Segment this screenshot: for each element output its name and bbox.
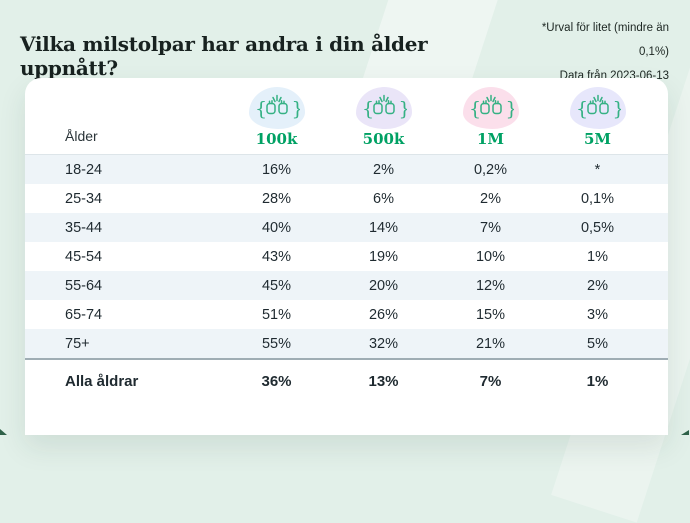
age-cell: 25-34	[65, 190, 103, 207]
page-header: Vilka milstolpar har andra i din ålder u…	[20, 16, 669, 88]
value-cell: 55%	[261, 335, 292, 352]
value-cell: 26%	[368, 306, 399, 323]
column-label-1m: 1M	[476, 130, 505, 148]
table-row: 25-34 28% 6% 2% 0,1%	[25, 184, 668, 213]
value-cell: 2%	[587, 277, 608, 294]
column-header-100k: { } 100k	[223, 87, 330, 154]
table-row: 35-44 40% 14% 7% 0,5%	[25, 213, 668, 242]
value-cell: 43%	[261, 248, 292, 265]
footnote-sample-size: *Urval för litet (mindre än 0,1%)	[541, 22, 669, 58]
value-cell: *	[594, 161, 601, 178]
table-row: 18-24 16% 2% 0,2% *	[25, 155, 668, 184]
value-cell: 2%	[373, 161, 394, 178]
table-row: 45-54 43% 19% 10% 1%	[25, 242, 668, 271]
value-cell: 10%	[475, 248, 506, 265]
value-cell: 15%	[475, 306, 506, 323]
value-cell: 0,2%	[473, 161, 508, 178]
cloud-badge: { }	[458, 87, 519, 129]
age-cell: 65-74	[65, 306, 103, 323]
column-label-100k: 100k	[255, 130, 298, 148]
value-cell: 12%	[475, 277, 506, 294]
cloud-badge: { }	[244, 87, 305, 129]
value-cell: 7%	[480, 219, 501, 236]
table-header-row: Ålder { } 100k	[25, 78, 668, 155]
value-cell: 0,5%	[580, 219, 615, 236]
raising-hands-icon: { }	[576, 94, 621, 120]
value-cell-total: 36%	[261, 372, 292, 390]
value-cell: 5%	[587, 335, 608, 352]
svg-text:{: {	[469, 98, 481, 120]
column-label-500k: 500k	[362, 130, 405, 148]
svg-text:{: {	[362, 98, 374, 120]
svg-text:}: }	[612, 98, 621, 120]
age-cell: 45-54	[65, 248, 103, 265]
value-cell: 45%	[261, 277, 292, 294]
svg-text:}: }	[505, 98, 514, 120]
raising-hands-icon: { }	[362, 94, 407, 120]
milestones-table-card: Ålder { } 100k	[25, 78, 668, 435]
value-cell-total: 7%	[479, 372, 502, 390]
value-cell: 28%	[261, 190, 292, 207]
age-cell-total: Alla åldrar	[65, 372, 139, 390]
value-cell: 14%	[368, 219, 399, 236]
value-cell-total: 13%	[368, 372, 399, 390]
cloud-badge: { }	[565, 87, 626, 129]
value-cell: 16%	[261, 161, 292, 178]
value-cell: 1%	[587, 248, 608, 265]
svg-text:{: {	[576, 98, 588, 120]
value-cell: 0,1%	[580, 190, 615, 207]
value-cell: 40%	[261, 219, 292, 236]
table-row: 65-74 51% 26% 15% 3%	[25, 300, 668, 329]
column-header-1m: { } 1M	[437, 87, 544, 154]
page-title: Vilka milstolpar har andra i din ålder u…	[20, 32, 428, 80]
value-cell: 51%	[261, 306, 292, 323]
raising-hands-icon: { }	[469, 94, 514, 120]
corner-decoration	[0, 429, 7, 435]
value-cell: 2%	[480, 190, 501, 207]
value-cell: 32%	[368, 335, 399, 352]
age-cell: 75+	[65, 335, 90, 352]
value-cell: 20%	[368, 277, 399, 294]
age-column-header: Ålder	[65, 128, 98, 144]
value-cell-total: 1%	[586, 372, 609, 390]
age-cell: 35-44	[65, 219, 103, 236]
value-cell: 3%	[587, 306, 608, 323]
table-row: 55-64 45% 20% 12% 2%	[25, 271, 668, 300]
table-total-row: Alla åldrar 36% 13% 7% 1%	[25, 358, 668, 402]
svg-text:}: }	[291, 98, 300, 120]
column-header-5m: { } 5M	[544, 87, 651, 154]
cloud-badge: { }	[351, 87, 412, 129]
svg-text:{: {	[255, 98, 267, 120]
svg-text:}: }	[398, 98, 407, 120]
column-label-5m: 5M	[583, 130, 612, 148]
raising-hands-icon: { }	[255, 94, 300, 120]
value-cell: 19%	[368, 248, 399, 265]
value-cell: 6%	[373, 190, 394, 207]
table-row: 75+ 55% 32% 21% 5%	[25, 329, 668, 358]
age-cell: 55-64	[65, 277, 103, 294]
age-cell: 18-24	[65, 161, 103, 178]
value-cell: 21%	[475, 335, 506, 352]
corner-decoration	[681, 430, 689, 435]
column-header-500k: { } 500k	[330, 87, 437, 154]
